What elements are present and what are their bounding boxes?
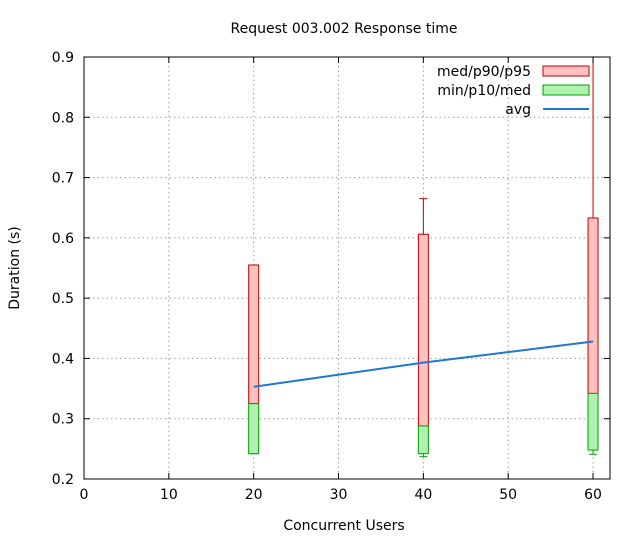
grid	[84, 57, 610, 479]
x-tick-label: 0	[80, 487, 89, 503]
legend: med/p90/p95 min/p10/med avg	[437, 64, 590, 118]
med-p90-box	[248, 264, 260, 405]
legend-swatch	[542, 65, 590, 77]
y-tick-label: 0.5	[52, 291, 74, 307]
x-tick-label: 50	[499, 487, 517, 503]
p10-med-box	[248, 403, 260, 455]
chart-title: Request 003.002 Response time	[231, 21, 458, 37]
y-tick-label: 0.6	[52, 231, 74, 247]
y-tick-label: 0.2	[52, 472, 74, 488]
y-tick-label: 0.9	[52, 50, 74, 66]
x-tick-label: 20	[245, 487, 263, 503]
x-axis-label: Concurrent Users	[283, 518, 404, 534]
p10-med-box	[417, 425, 429, 455]
avg-line	[253, 340, 594, 388]
y-tick-label: 0.7	[52, 171, 74, 187]
x-tick-label: 60	[584, 487, 602, 503]
p10-med-box	[587, 392, 599, 451]
plot-frame	[83, 56, 611, 480]
y-tick-label: 0.3	[52, 412, 74, 428]
x-tick-label: 40	[414, 487, 432, 503]
legend-label: avg	[505, 102, 531, 118]
med-p90-box	[417, 233, 429, 427]
avg-series	[253, 340, 594, 388]
y-tick-label: 0.8	[52, 110, 74, 126]
y-tick-label: 0.4	[52, 351, 74, 367]
x-tick-label: 10	[160, 487, 178, 503]
axis-ticks: 0 10 20 30 40 50 60 0.2 0.3 0.4 0.5 0.6 0.7 0.8 0.9	[52, 50, 610, 503]
x-tick-label: 30	[330, 487, 348, 503]
legend-swatch	[542, 84, 590, 96]
legend-label: min/p10/med	[437, 83, 531, 99]
boxes	[248, 56, 599, 458]
legend-label: med/p90/p95	[437, 64, 531, 80]
y-axis-label: Duration (s)	[7, 226, 23, 309]
med-p90-box	[587, 217, 599, 394]
